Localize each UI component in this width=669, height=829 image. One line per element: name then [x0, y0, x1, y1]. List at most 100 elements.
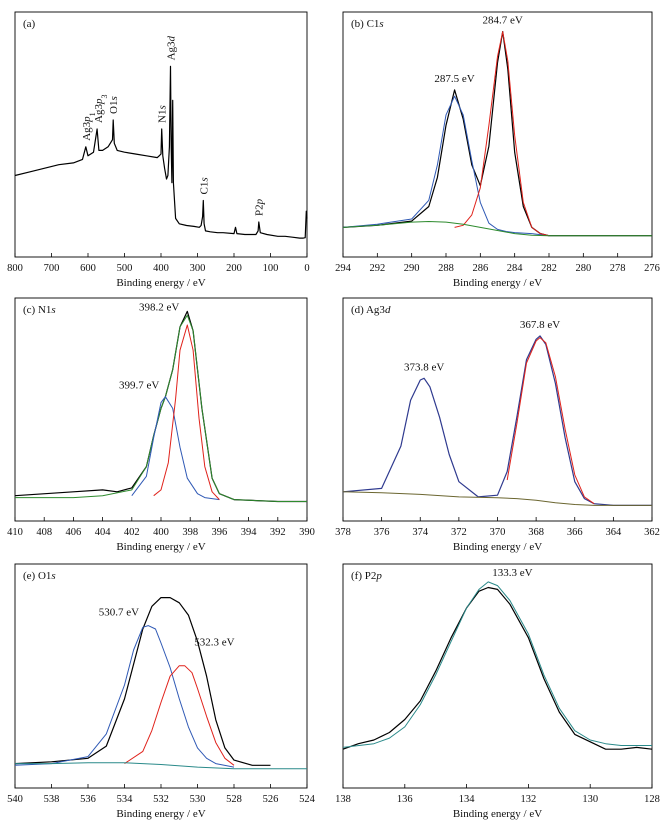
survey-peak-label-text: C1s — [198, 177, 210, 194]
x-tick-label: 392 — [270, 527, 286, 538]
x-axis-title: Binding energy / eV — [453, 808, 542, 820]
x-tick-label: 284 — [507, 263, 524, 274]
x-tick-label: 500 — [117, 263, 133, 274]
series-line-1 — [342, 31, 652, 237]
series-line-4 — [342, 221, 652, 237]
series-line-3 — [131, 396, 220, 501]
x-tick-label: 404 — [95, 527, 112, 538]
survey-peak-label-text: P2p — [254, 198, 266, 216]
x-tick-label: 374 — [412, 527, 429, 538]
x-tick-label: 400 — [153, 263, 169, 274]
x-tick-label: 200 — [226, 263, 242, 274]
x-tick-label: 400 — [153, 527, 169, 538]
series-line-2 — [14, 625, 235, 768]
x-tick-label: 368 — [528, 527, 544, 538]
x-tick-label: 800 — [7, 263, 23, 274]
survey-peak-label: P2p — [254, 198, 266, 216]
series-line-2 — [15, 314, 307, 502]
x-tick-label: 700 — [44, 263, 60, 274]
plot-frame — [342, 297, 653, 522]
x-tick-label: 290 — [404, 263, 420, 274]
panel-b: 294 292 290 288 286 284 282 280 278 276 Binding en… — [335, 11, 660, 289]
survey-peak-label-text: Ag3p1 — [81, 112, 97, 140]
panel-label: (a) — [23, 18, 36, 30]
series-line-2 — [342, 95, 550, 237]
x-tick-label: 398 — [182, 527, 198, 538]
survey-peak-label-text: Ag3p3 — [93, 95, 109, 123]
x-tick-label: 378 — [335, 527, 351, 538]
panel-label: (c) N1s — [23, 304, 56, 316]
x-tick-label: 130 — [582, 794, 598, 805]
survey-peak-label: Ag3d — [166, 35, 178, 60]
x-tick-label: 600 — [80, 263, 96, 274]
peak-annotation: 133.3 eV — [492, 567, 532, 579]
x-axis-title: Binding energy / eV — [116, 277, 205, 289]
peak-annotation: 287.5 eV — [434, 73, 474, 85]
series-line-3 — [454, 31, 550, 237]
x-tick-label: 100 — [263, 263, 279, 274]
survey-peak-label: N1s — [157, 105, 169, 123]
x-tick-label: 528 — [226, 794, 242, 805]
x-tick-label: 0 — [304, 263, 309, 274]
panel-d: 378 376 374 372 370 368 366 364 362 Binding energ… — [335, 297, 660, 553]
peak-annotation: 532.3 eV — [194, 637, 234, 649]
x-tick-label: 364 — [606, 527, 623, 538]
plot-frame — [342, 563, 653, 789]
series-line-1 — [14, 597, 271, 766]
x-tick-label: 536 — [80, 794, 96, 805]
x-tick-label: 390 — [299, 527, 315, 538]
series-line-1 — [14, 65, 308, 239]
x-tick-label: 292 — [369, 263, 385, 274]
x-tick-label: 526 — [263, 794, 279, 805]
panel-a: 800 700 600 500 400 300 200 100 0 Binding energy … — [7, 11, 310, 289]
series-line-3 — [342, 491, 652, 506]
peak-annotation: 367.8 eV — [520, 319, 560, 331]
x-tick-label: 366 — [567, 527, 583, 538]
series-line-1 — [342, 335, 652, 506]
x-tick-label: 396 — [212, 527, 228, 538]
x-tick-label: 372 — [451, 527, 467, 538]
x-tick-label: 540 — [7, 794, 23, 805]
x-tick-label: 406 — [66, 527, 82, 538]
x-tick-label: 288 — [438, 263, 454, 274]
panel-label: (b) C1s — [351, 18, 384, 30]
survey-peak-label: Ag3p3 — [93, 95, 109, 123]
panel-label: (f) P2p — [351, 570, 382, 582]
x-tick-label: 138 — [335, 794, 351, 805]
series-line-2 — [342, 581, 652, 748]
x-tick-label: 294 — [335, 263, 352, 274]
x-axis-title: Binding energy / eV — [116, 808, 205, 820]
x-tick-label: 534 — [117, 794, 134, 805]
x-tick-label: 136 — [397, 794, 413, 805]
series-line-4 — [15, 762, 307, 770]
x-tick-label: 282 — [541, 263, 557, 274]
survey-peak-label: Ag3p1 — [81, 112, 97, 140]
survey-peak-label-text: O1s — [108, 96, 120, 114]
x-tick-label: 370 — [490, 527, 506, 538]
panel-label: (d) Ag3d — [351, 304, 391, 316]
peak-annotation: 373.8 eV — [404, 361, 444, 373]
x-tick-label: 132 — [521, 794, 537, 805]
x-tick-label: 376 — [374, 527, 390, 538]
survey-peak-label-text: N1s — [157, 105, 169, 123]
panel-c: 410 408 406 404 402 400 398 396 394 392 390 Binding… — [7, 297, 315, 553]
x-axis-title: Binding energy / eV — [453, 541, 542, 553]
plot-frame — [342, 11, 653, 258]
survey-peak-label: O1s — [108, 96, 120, 114]
series-line-3 — [124, 665, 235, 766]
peak-annotation: 399.7 eV — [119, 380, 159, 392]
peak-annotation: 398.2 eV — [139, 301, 179, 313]
x-tick-label: 300 — [190, 263, 206, 274]
panel-f: 138 136 134 132 130 128 Binding energy / eV (f)… — [335, 563, 660, 820]
x-tick-label: 134 — [459, 794, 476, 805]
x-tick-label: 408 — [36, 527, 52, 538]
panel-label: (e) O1s — [23, 570, 56, 582]
x-tick-label: 280 — [575, 263, 591, 274]
series-line-1 — [342, 586, 653, 750]
peak-annotation: 284.7 eV — [482, 15, 522, 27]
x-tick-label: 276 — [644, 263, 660, 274]
x-tick-label: 538 — [44, 794, 60, 805]
x-tick-label: 530 — [190, 794, 206, 805]
panel-e: 540 538 536 534 532 530 528 526 524 Binding energ… — [7, 563, 316, 820]
